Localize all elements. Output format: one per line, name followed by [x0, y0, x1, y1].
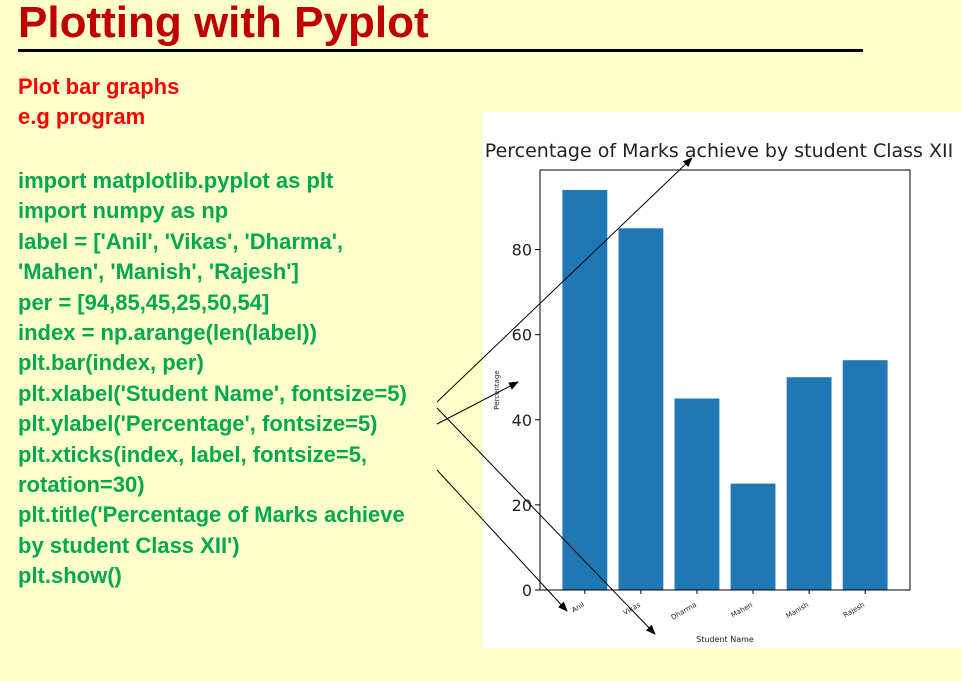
y-tick-label: 20 — [512, 496, 532, 515]
subtitle-example-program: e.g program — [18, 104, 146, 129]
code-line: plt.show() — [18, 563, 122, 589]
x-tick-label: Manish — [785, 601, 810, 620]
code-line: import matplotlib.pyplot as plt — [18, 168, 334, 193]
x-axis-label: Student Name — [696, 635, 754, 644]
code-line: label = ['Anil', 'Vikas', 'Dharma', — [18, 228, 344, 254]
code-line: by student Class XII') — [18, 532, 240, 558]
bar-chart: Percentage of Marks achieve by student C… — [485, 140, 953, 644]
code-line: per = [94,85,45,25,50,54] — [18, 289, 270, 315]
y-tick-label: 60 — [512, 326, 532, 345]
bar-manish — [786, 377, 832, 590]
x-tick-label: Anil — [570, 601, 585, 615]
title-underline — [18, 49, 863, 52]
plot-panel: Percentage of Marks achieve by student C… — [483, 112, 961, 648]
y-tick-label: 80 — [512, 241, 532, 260]
code-line: import numpy as np — [18, 198, 229, 224]
y-tick-label: 0 — [522, 581, 532, 600]
x-tick-label: Mahen — [730, 601, 754, 620]
code-line: plt.bar(index, per) — [18, 350, 204, 376]
code-line: index = np.arange(len(label)) — [18, 319, 317, 345]
code-line: plt.xlabel('Student Name', fontsize=5) — [18, 380, 407, 406]
bar-mahen — [730, 483, 776, 590]
code-line: 'Mahen', 'Manish', 'Rajesh'] — [18, 259, 299, 285]
slide-title: Plotting with Pyplot — [18, 0, 429, 47]
code-line: plt.xticks(index, label, fontsize=5, — [18, 441, 368, 467]
code-listing: import matplotlib.pyplot as plt import n… — [18, 166, 407, 591]
code-line: plt.ylabel('Percentage', fontsize=5) — [18, 411, 378, 437]
code-line: rotation=30) — [18, 471, 145, 497]
x-tick-label: Vikas — [622, 601, 642, 617]
bar-anil — [562, 190, 608, 590]
y-tick-label: 40 — [512, 411, 532, 430]
bar-rajesh — [842, 360, 888, 590]
subtitle-plot-bar-graphs: Plot bar graphs — [18, 74, 180, 99]
chart-title: Percentage of Marks achieve by student C… — [485, 140, 953, 162]
x-tick-label: Rajesh — [842, 601, 866, 620]
y-axis-label: Percentage — [493, 370, 501, 409]
code-line: plt.title('Percentage of Marks achieve — [18, 502, 405, 528]
bar-vikas — [618, 228, 664, 590]
x-tick-label: Dharma — [670, 601, 698, 622]
bar-dharma — [674, 398, 720, 590]
